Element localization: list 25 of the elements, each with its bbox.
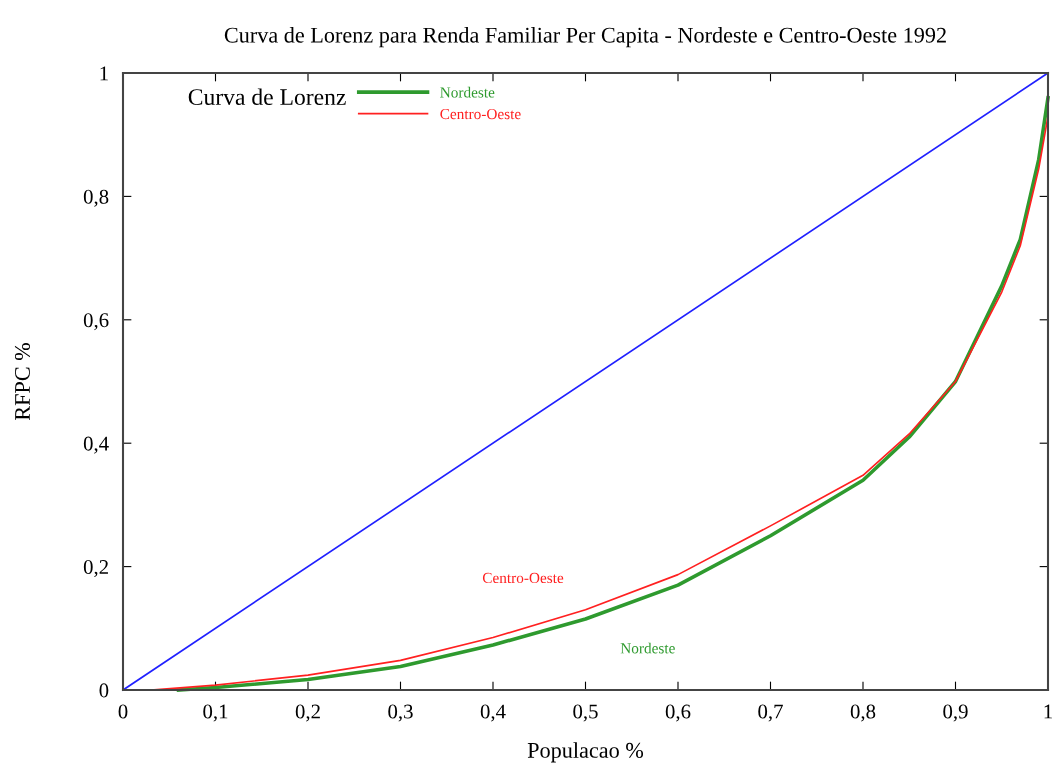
y-tick-label: 0,4	[83, 436, 109, 454]
x-tick-label: 0,6	[665, 704, 691, 722]
x-tick-label: 0,3	[388, 704, 413, 722]
x-tick-label: 0,5	[573, 704, 598, 722]
annotation: Centro-Oeste	[482, 572, 564, 584]
legend-label: Nordeste	[440, 86, 495, 98]
x-tick-label: 0	[118, 704, 128, 719]
y-tick-label: 0	[99, 683, 109, 698]
x-tick-label: 0,2	[295, 704, 320, 722]
legend-label: Centro-Oeste	[440, 108, 521, 120]
y-axis-title: RFPC %	[14, 343, 31, 421]
x-tick-label: 0,7	[758, 704, 783, 722]
y-tick-label: 0,8	[83, 189, 109, 207]
x-tick-label: 0,4	[480, 704, 506, 722]
x-tick-label: 0,8	[850, 704, 876, 722]
x-axis-title: Populacao %	[527, 742, 644, 763]
y-tick-label: 0,6	[83, 313, 109, 331]
y-tick-label: 1	[100, 66, 108, 81]
x-tick-label: 1	[1044, 704, 1052, 719]
chart-title: Curva de Lorenz para Renda Familiar Per Capita - Nordeste e Centro-Oeste 1992	[224, 27, 946, 48]
y-tick-label: 0,2	[83, 559, 108, 578]
annotation: Nordeste	[620, 642, 675, 654]
x-tick-label: 0,1	[203, 704, 228, 722]
x-tick-label: 0,9	[943, 704, 968, 722]
legend-title: Curva de Lorenz	[188, 88, 346, 106]
